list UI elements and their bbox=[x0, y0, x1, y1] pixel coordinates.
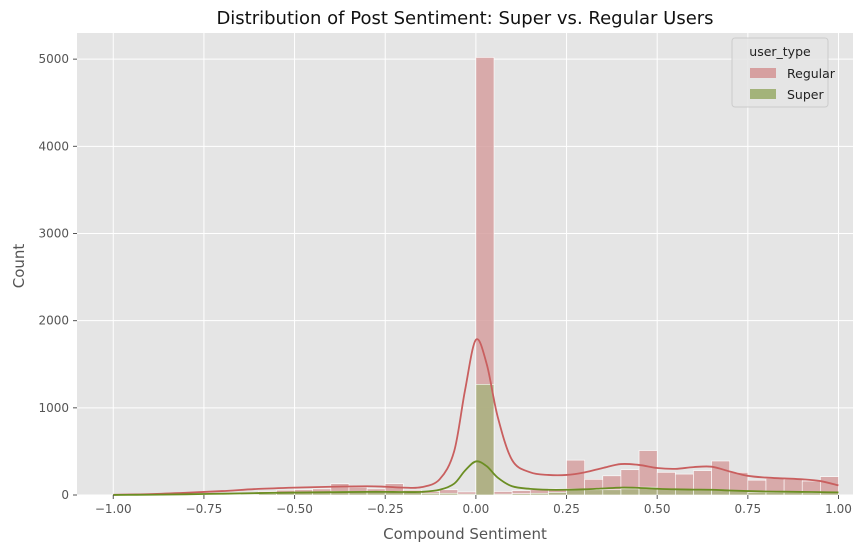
bar-super bbox=[747, 492, 767, 496]
y-axis-ticks: 0 1000 2000 3000 4000 5000 bbox=[38, 52, 77, 502]
bar-super bbox=[765, 492, 785, 496]
plot-background bbox=[77, 33, 853, 495]
y-tick-label: 4000 bbox=[38, 139, 69, 153]
x-tick-label: −1.00 bbox=[95, 502, 132, 516]
x-axis-label: Compound Sentiment bbox=[383, 525, 547, 543]
bar-super bbox=[801, 492, 821, 496]
bar-super bbox=[421, 492, 440, 496]
legend: user_type Regular Super bbox=[731, 37, 836, 108]
kde-line-super bbox=[113, 460, 839, 496]
x-tick-label: 0.25 bbox=[553, 502, 580, 516]
bar-super bbox=[493, 493, 513, 496]
bar-super bbox=[529, 492, 549, 496]
y-tick-label: 2000 bbox=[38, 314, 69, 328]
bar-super bbox=[511, 493, 531, 496]
x-tick-label: −0.50 bbox=[276, 502, 313, 516]
x-tick-label: −0.25 bbox=[367, 502, 404, 516]
y-tick-label: 3000 bbox=[38, 226, 69, 240]
x-axis-ticks: −1.00 −0.75 −0.50 −0.25 0.00 0.25 0.50 0.75 1.00 bbox=[95, 495, 852, 516]
y-tick-label: 0 bbox=[61, 488, 69, 502]
bar-super bbox=[693, 489, 712, 496]
legend-title: user_type bbox=[749, 44, 811, 59]
kde-line-regular bbox=[113, 338, 839, 496]
bar-super bbox=[439, 492, 459, 496]
legend-label-regular: Regular bbox=[787, 66, 836, 81]
legend-swatch-regular bbox=[750, 68, 776, 78]
bar-super bbox=[475, 383, 495, 496]
y-tick-label: 1000 bbox=[38, 401, 69, 415]
bar-super bbox=[620, 488, 640, 496]
bar-super bbox=[457, 493, 477, 496]
chart-title: Distribution of Post Sentiment: Super vs… bbox=[216, 8, 713, 29]
legend-label-super: Super bbox=[787, 87, 824, 102]
y-tick-label: 5000 bbox=[38, 52, 69, 66]
bar-super bbox=[602, 489, 622, 496]
bar-super bbox=[584, 489, 604, 496]
x-tick-label: 0.50 bbox=[644, 502, 671, 516]
bar-super bbox=[675, 489, 694, 496]
legend-swatch-super bbox=[750, 89, 776, 99]
x-tick-label: 0.75 bbox=[734, 502, 761, 516]
y-axis-label: Count bbox=[10, 244, 28, 289]
x-tick-label: 1.00 bbox=[825, 502, 852, 516]
x-tick-label: −0.75 bbox=[186, 502, 223, 516]
bar-super bbox=[239, 493, 259, 496]
bar-super bbox=[548, 492, 567, 496]
x-tick-label: 0.00 bbox=[463, 502, 490, 516]
kde-curves bbox=[113, 338, 839, 496]
